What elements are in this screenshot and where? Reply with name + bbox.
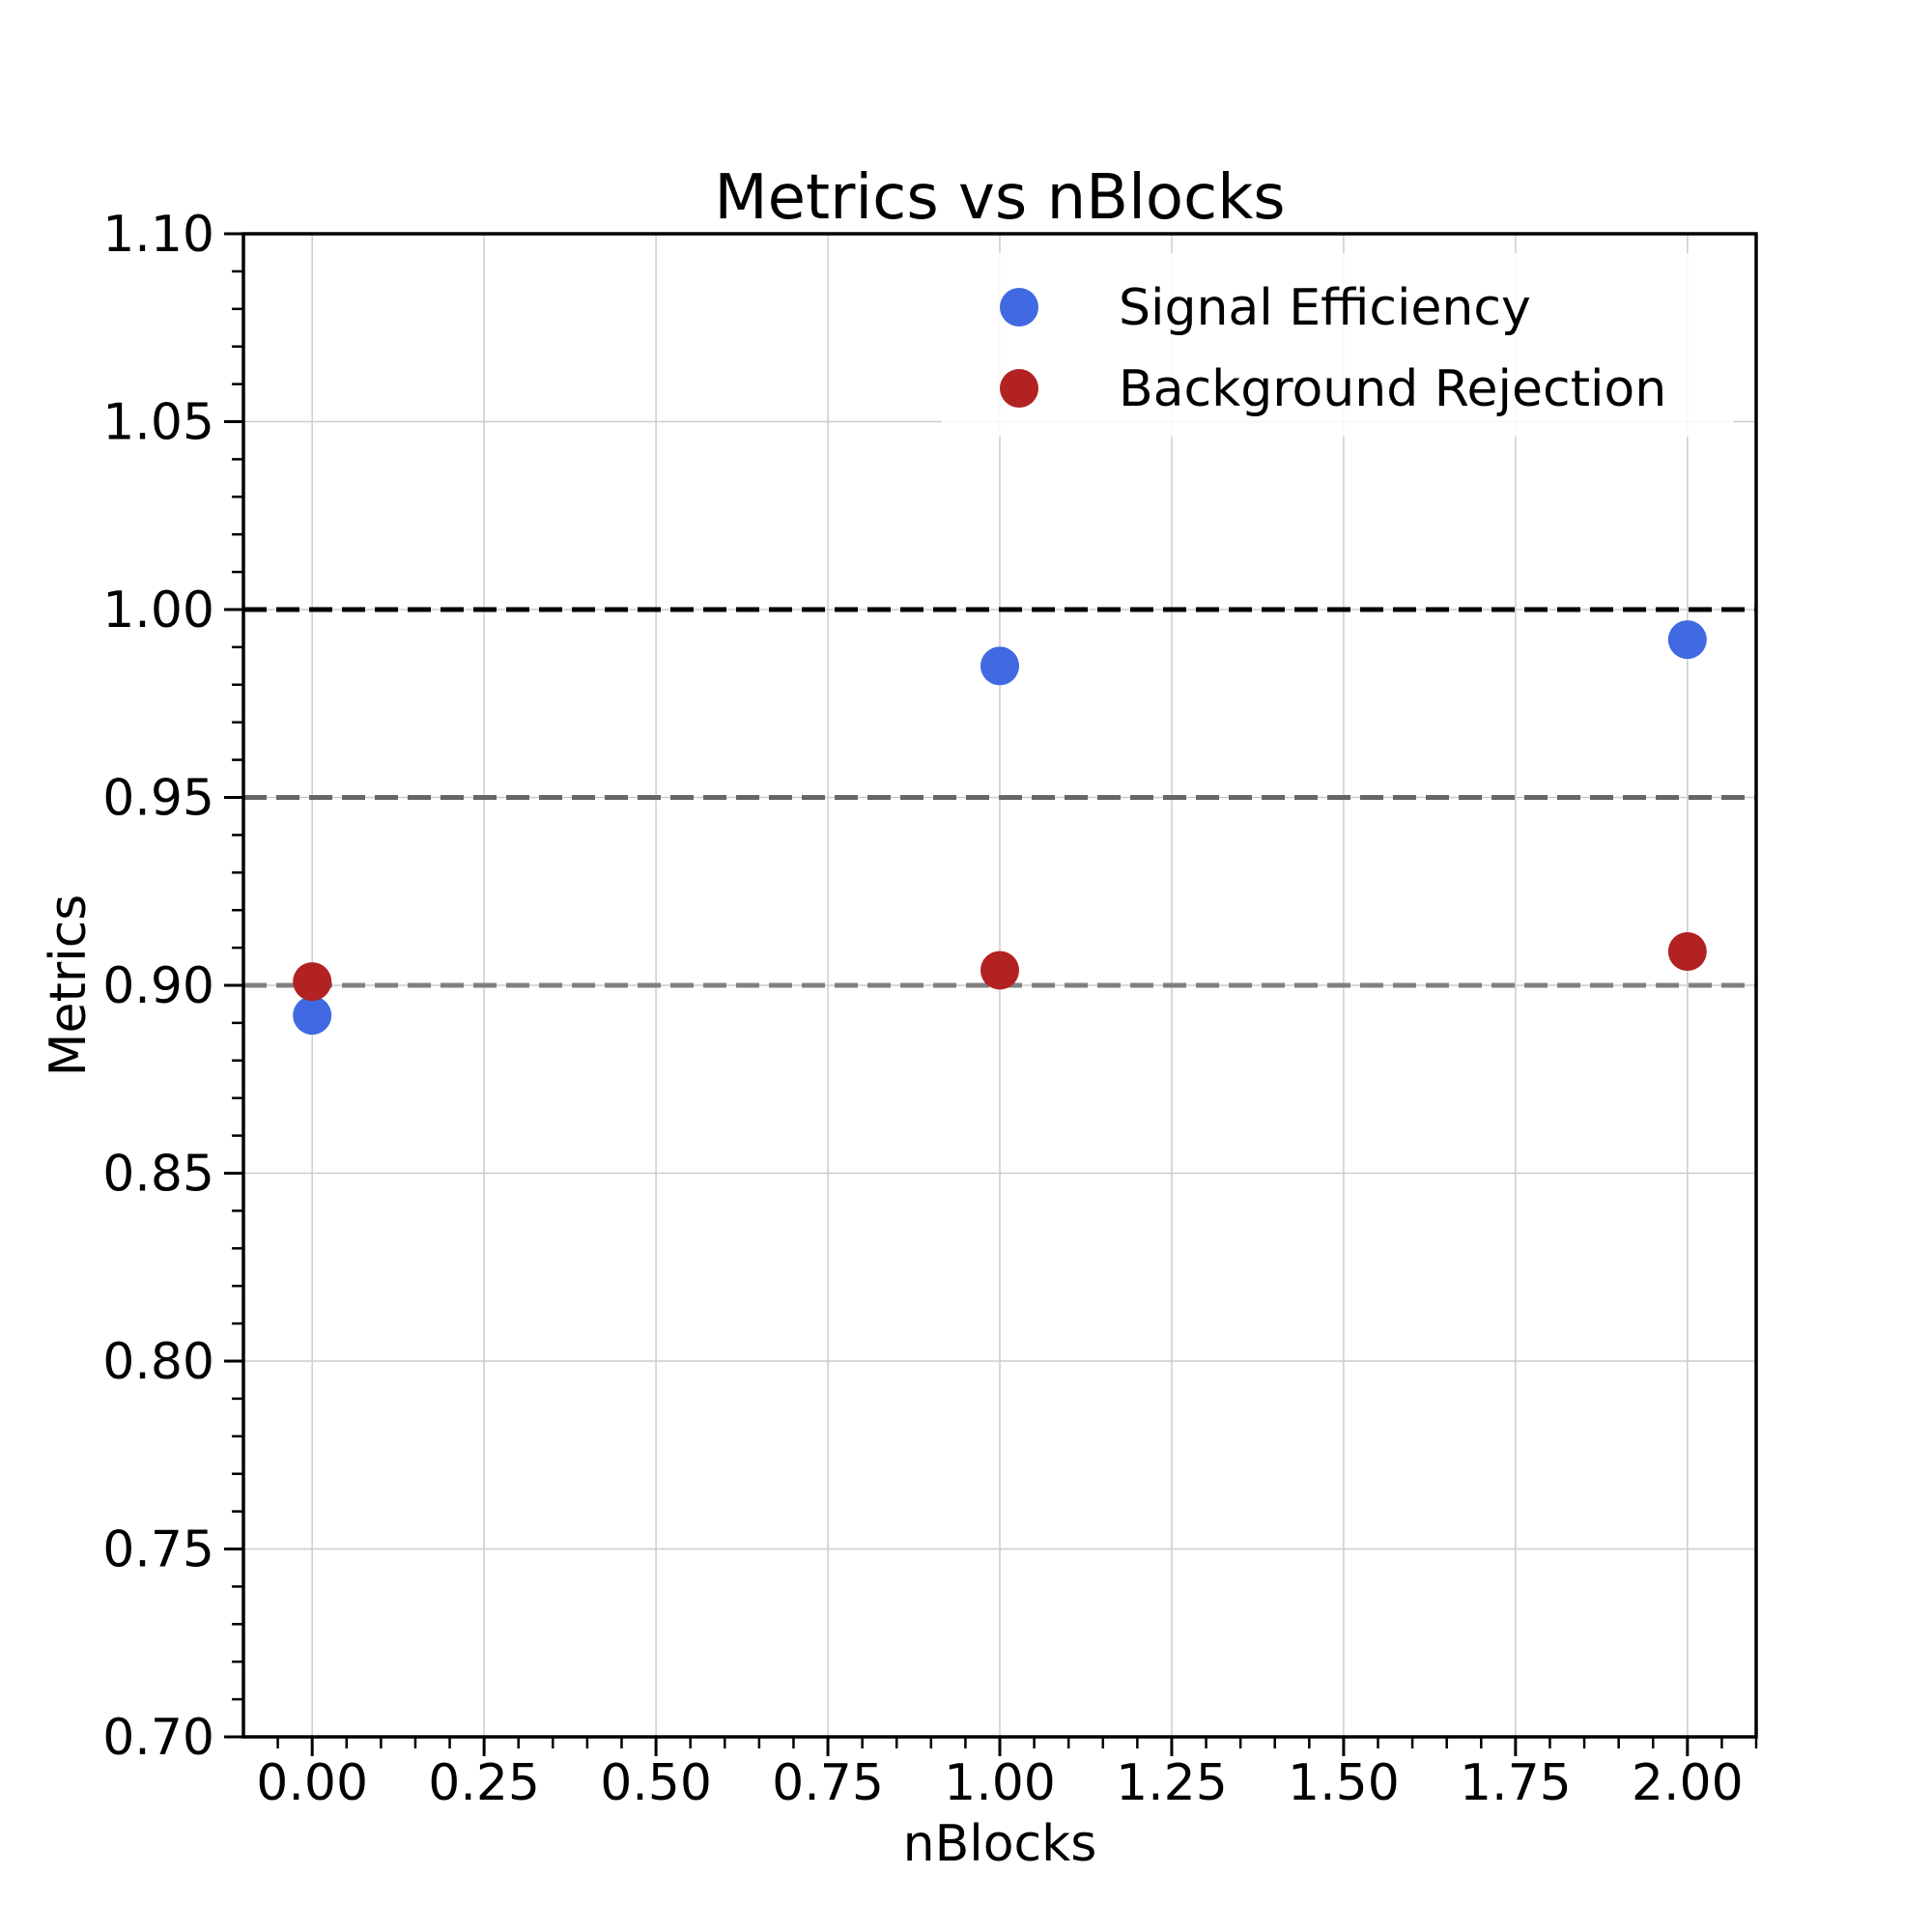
legend-label: Background Rejection xyxy=(1119,360,1666,418)
y-tick-label: 0.95 xyxy=(102,770,214,828)
x-tick-label: 1.75 xyxy=(1460,1754,1572,1812)
y-tick-label: 0.85 xyxy=(102,1146,214,1204)
y-tick-label: 0.75 xyxy=(102,1521,214,1579)
data-points xyxy=(293,620,1707,1036)
legend-marker xyxy=(1000,288,1038,327)
y-tick-label: 1.10 xyxy=(102,206,214,264)
y-axis-ticks: 0.70 0.75 0.80 0.85 0.90 0.95 1.00 1.05 1.10 xyxy=(102,206,243,1767)
x-tick-label: 2.00 xyxy=(1632,1754,1744,1812)
y-tick-label: 1.00 xyxy=(102,582,214,639)
legend-marker xyxy=(1000,369,1038,408)
data-point xyxy=(293,996,332,1036)
x-axis-label: nBlocks xyxy=(903,1815,1097,1873)
x-tick-label: 0.00 xyxy=(256,1754,368,1812)
data-point xyxy=(293,962,332,1002)
y-axis-label: Metrics xyxy=(40,895,98,1077)
x-tick-label: 1.00 xyxy=(944,1754,1056,1812)
y-tick-label: 1.05 xyxy=(102,394,214,452)
y-tick-label: 0.70 xyxy=(102,1709,214,1767)
legend-box xyxy=(942,253,1734,437)
y-tick-label: 0.80 xyxy=(102,1333,214,1391)
data-point xyxy=(980,646,1019,686)
legend: Signal Efficiency Background Rejection xyxy=(942,253,1734,437)
data-point xyxy=(980,951,1019,990)
x-tick-label: 0.75 xyxy=(772,1754,884,1812)
x-tick-label: 0.25 xyxy=(428,1754,540,1812)
legend-label: Signal Efficiency xyxy=(1119,279,1531,337)
chart-title: Metrics vs nBlocks xyxy=(714,162,1285,234)
data-point xyxy=(1667,931,1707,971)
x-axis-ticks: 0.00 0.25 0.50 0.75 1.00 1.25 1.50 1.75 2.00 xyxy=(256,1737,1758,1812)
x-tick-label: 0.50 xyxy=(600,1754,712,1812)
x-tick-label: 1.25 xyxy=(1116,1754,1228,1812)
data-point xyxy=(1667,620,1707,660)
y-tick-label: 0.90 xyxy=(102,957,214,1015)
x-tick-label: 1.50 xyxy=(1288,1754,1400,1812)
